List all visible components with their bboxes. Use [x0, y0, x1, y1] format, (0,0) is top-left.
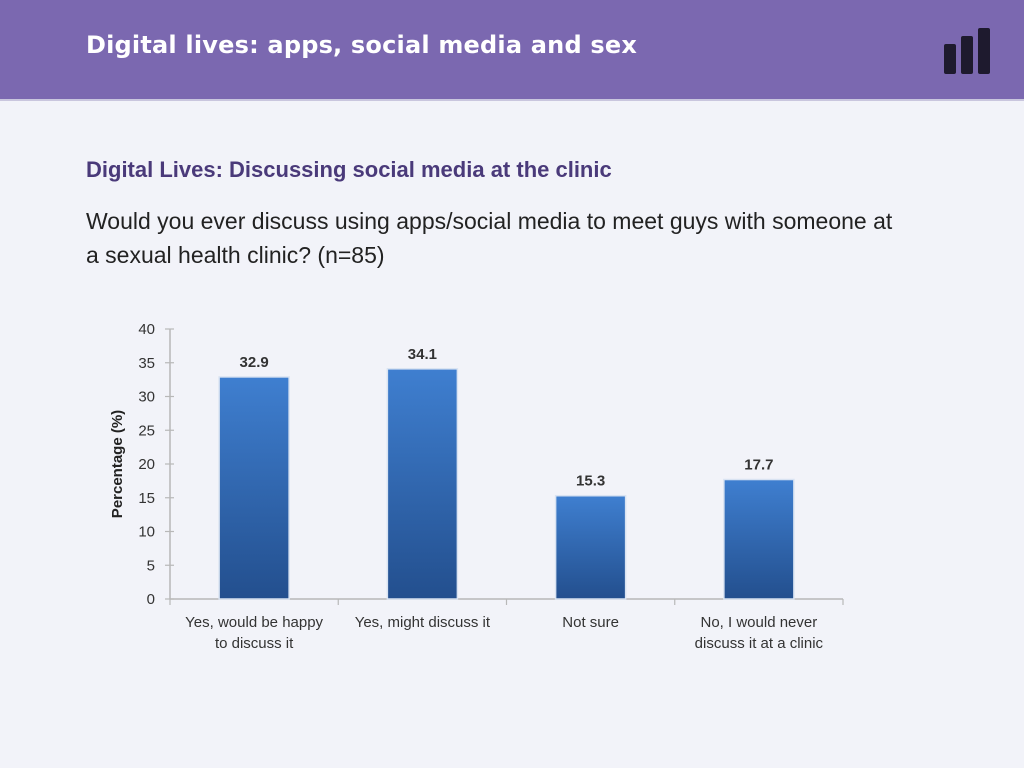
y-tick-label: 0: [147, 591, 155, 608]
bar: [554, 494, 627, 600]
y-tick-label: 10: [138, 524, 155, 541]
x-tick-label: to discuss it: [215, 635, 294, 652]
y-tick-label: 40: [138, 321, 155, 338]
chart-bars: [218, 368, 795, 600]
y-tick-label: 20: [138, 456, 155, 473]
header-title: Digital lives: apps, social media and se…: [86, 31, 638, 59]
bar: [218, 376, 290, 600]
y-tick-label: 35: [138, 355, 155, 372]
y-tick-label: 5: [147, 557, 155, 574]
slide-title: Digital Lives: Discussing social media a…: [86, 157, 612, 182]
y-axis-label: Percentage (%): [109, 410, 126, 518]
bar: [386, 368, 459, 600]
y-tick-label: 15: [138, 490, 155, 507]
slide-header: Digital lives: apps, social media and se…: [0, 0, 1024, 101]
x-tick-label: Not sure: [562, 614, 619, 631]
bar-chart: 0 5 10 15 20 25 30 35 40 Percentage (%) 32.9 Yes, …: [109, 321, 844, 652]
bar: [723, 478, 795, 600]
bar-chart-icon: [944, 28, 990, 74]
data-label: 32.9: [240, 354, 269, 371]
y-tick-label: 30: [138, 389, 155, 406]
survey-question: Would you ever discuss using apps/social…: [86, 208, 893, 268]
x-tick-label: No, I would never: [701, 614, 818, 631]
y-tick-label: 25: [138, 422, 155, 439]
x-tick-label: Yes, would be happy: [185, 614, 323, 631]
chart-labels: 32.9 Yes, would be happy to discuss it 34.1…: [185, 346, 823, 652]
data-label: 34.1: [408, 346, 437, 363]
data-label: 17.7: [744, 457, 773, 474]
x-tick-label: Yes, might discuss it: [355, 614, 491, 631]
x-tick-label: discuss it at a clinic: [695, 635, 824, 652]
data-label: 15.3: [576, 473, 605, 490]
